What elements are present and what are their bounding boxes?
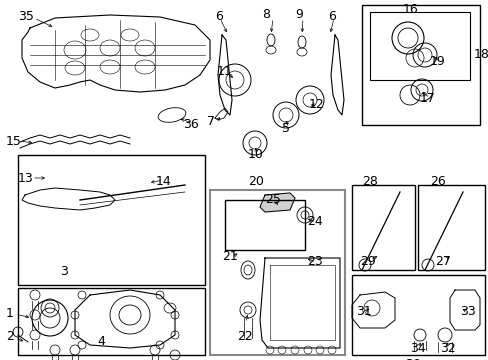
Text: 6: 6 <box>327 10 335 23</box>
Text: 29: 29 <box>359 255 375 268</box>
Text: 35: 35 <box>18 10 34 23</box>
Text: 36: 36 <box>183 118 198 131</box>
Text: 20: 20 <box>247 175 264 188</box>
Bar <box>209 190 345 355</box>
Text: 21: 21 <box>222 250 237 263</box>
Text: 16: 16 <box>402 3 418 16</box>
Text: 12: 12 <box>308 98 324 111</box>
Text: 24: 24 <box>306 215 322 228</box>
Text: 13: 13 <box>18 172 34 185</box>
Text: 3: 3 <box>60 265 68 278</box>
Bar <box>18 155 204 285</box>
Bar <box>351 185 414 270</box>
Text: 26: 26 <box>429 175 445 188</box>
Text: 33: 33 <box>459 305 475 318</box>
Text: 2: 2 <box>6 330 14 343</box>
Text: 23: 23 <box>306 255 322 268</box>
Text: 15: 15 <box>6 135 22 148</box>
Polygon shape <box>260 193 294 212</box>
Bar <box>224 200 305 250</box>
Text: 19: 19 <box>429 55 445 68</box>
Bar <box>18 288 204 355</box>
Text: 4: 4 <box>97 335 104 348</box>
Text: 1: 1 <box>6 307 14 320</box>
Text: 32: 32 <box>439 342 455 355</box>
Bar <box>361 5 479 125</box>
Text: 17: 17 <box>419 92 435 105</box>
Text: 30: 30 <box>404 358 420 360</box>
Text: 6: 6 <box>215 10 223 23</box>
Text: 18: 18 <box>473 48 488 61</box>
Text: 9: 9 <box>294 8 302 21</box>
Text: 14: 14 <box>156 175 171 188</box>
Text: 31: 31 <box>355 305 371 318</box>
Text: 10: 10 <box>247 148 264 161</box>
Text: 7: 7 <box>206 115 215 128</box>
Text: 25: 25 <box>264 193 280 206</box>
Text: 22: 22 <box>237 330 252 343</box>
Text: 27: 27 <box>434 255 450 268</box>
Bar <box>417 185 484 270</box>
Text: 11: 11 <box>217 65 232 78</box>
Bar <box>369 12 469 80</box>
Text: 5: 5 <box>282 122 289 135</box>
Text: 28: 28 <box>361 175 377 188</box>
Text: 34: 34 <box>409 342 425 355</box>
Text: 8: 8 <box>262 8 269 21</box>
Bar <box>351 275 484 355</box>
